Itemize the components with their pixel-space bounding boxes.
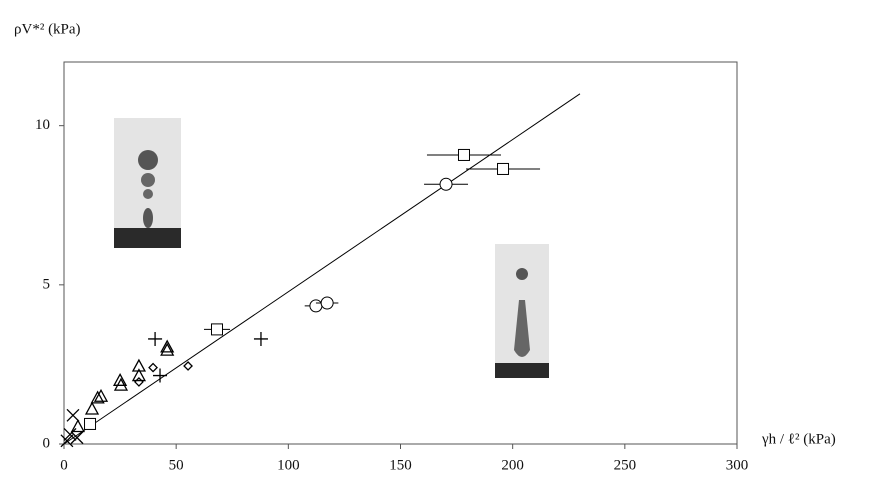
point [113,377,129,391]
point [112,372,128,386]
point [160,342,175,356]
point [134,377,144,387]
point [66,408,80,422]
point [131,368,147,382]
point [457,148,470,161]
x-tick-label: 250 [614,457,637,473]
point [210,323,223,336]
point [90,390,105,404]
x-tick-label: 150 [389,457,412,473]
point [253,331,268,346]
point [84,401,100,415]
point [84,417,97,430]
point [309,299,323,313]
point [63,427,77,441]
y-axis-label: ρV*² (kPa) [14,21,81,37]
point [131,358,147,372]
point [70,431,84,445]
y-tick-label: 5 [43,276,51,292]
x-tick-label: 50 [169,457,184,473]
y-tick-label: 0 [43,435,51,451]
x-tick-label: 0 [60,457,68,473]
x-tick-label: 300 [726,457,749,473]
point [148,331,163,346]
x-axis-label: γh / ℓ² (kPa) [761,431,836,447]
point [320,296,334,310]
point [93,388,109,402]
x-tick-label: 100 [277,457,300,473]
x-tick-label: 200 [501,457,524,473]
point [160,339,175,353]
point [497,162,510,175]
point [60,434,74,448]
point [70,419,86,433]
y-tick-label: 10 [35,117,50,133]
point [148,362,158,373]
inset-photo [495,244,549,378]
point [183,361,193,371]
point [153,368,168,383]
point [439,177,453,191]
fit-line [63,93,581,445]
inset-photo [114,118,181,248]
